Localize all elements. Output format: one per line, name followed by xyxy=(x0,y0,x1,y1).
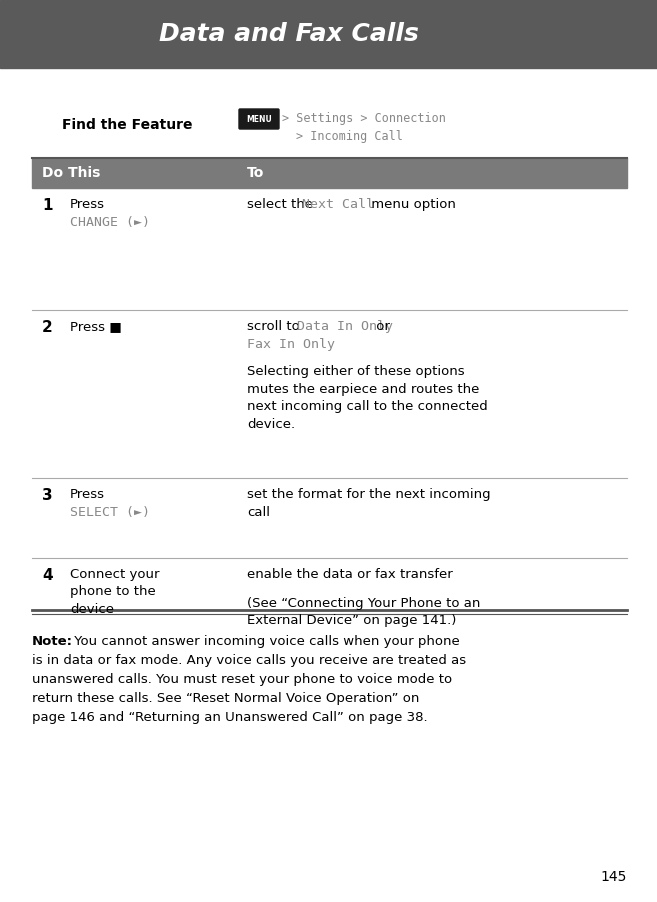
Text: Fax In Only: Fax In Only xyxy=(247,338,335,351)
Text: CHANGE (►): CHANGE (►) xyxy=(70,216,150,229)
Text: To: To xyxy=(247,166,264,180)
Text: Selecting either of these options
mutes the earpiece and routes the
next incomin: Selecting either of these options mutes … xyxy=(247,365,487,430)
Text: Data and Fax Calls: Data and Fax Calls xyxy=(159,22,419,46)
FancyBboxPatch shape xyxy=(239,109,279,129)
Text: Next Call: Next Call xyxy=(302,198,374,211)
Text: enable the data or fax transfer: enable the data or fax transfer xyxy=(247,568,453,581)
Text: You cannot answer incoming voice calls when your phone: You cannot answer incoming voice calls w… xyxy=(70,635,460,648)
Text: set the format for the next incoming
call: set the format for the next incoming cal… xyxy=(247,488,491,519)
Text: (See “Connecting Your Phone to an
External Device” on page 141.): (See “Connecting Your Phone to an Extern… xyxy=(247,597,480,627)
Text: Press: Press xyxy=(70,198,105,211)
Bar xyxy=(0,0,657,68)
Text: 145: 145 xyxy=(600,870,627,884)
Text: Data In Only: Data In Only xyxy=(297,320,393,333)
Text: 3: 3 xyxy=(42,488,53,503)
Text: select the: select the xyxy=(247,198,317,211)
Bar xyxy=(32,158,627,188)
Text: 4: 4 xyxy=(42,568,53,583)
Text: return these calls. See “Reset Normal Voice Operation” on: return these calls. See “Reset Normal Vo… xyxy=(32,692,419,705)
Text: page 146 and “Returning an Unanswered Call” on page 38.: page 146 and “Returning an Unanswered Ca… xyxy=(32,711,428,724)
Text: Do This: Do This xyxy=(42,166,101,180)
Text: Press ■: Press ■ xyxy=(70,320,122,333)
Text: Note:: Note: xyxy=(32,635,73,648)
Text: is in data or fax mode. Any voice calls you receive are treated as: is in data or fax mode. Any voice calls … xyxy=(32,654,466,667)
Text: Press: Press xyxy=(70,488,105,501)
Text: unanswered calls. You must reset your phone to voice mode to: unanswered calls. You must reset your ph… xyxy=(32,673,452,686)
Text: scroll to: scroll to xyxy=(247,320,304,333)
Text: or: or xyxy=(372,320,390,333)
Text: > Settings > Connection: > Settings > Connection xyxy=(282,112,446,125)
Text: 1: 1 xyxy=(42,198,53,213)
Text: MENU: MENU xyxy=(246,115,272,124)
Text: Connect your
phone to the
device: Connect your phone to the device xyxy=(70,568,160,616)
Text: 2: 2 xyxy=(42,320,53,335)
Text: menu option: menu option xyxy=(367,198,456,211)
Text: > Incoming Call: > Incoming Call xyxy=(296,130,403,143)
Text: Find the Feature: Find the Feature xyxy=(62,118,193,132)
Text: SELECT (►): SELECT (►) xyxy=(70,506,150,519)
